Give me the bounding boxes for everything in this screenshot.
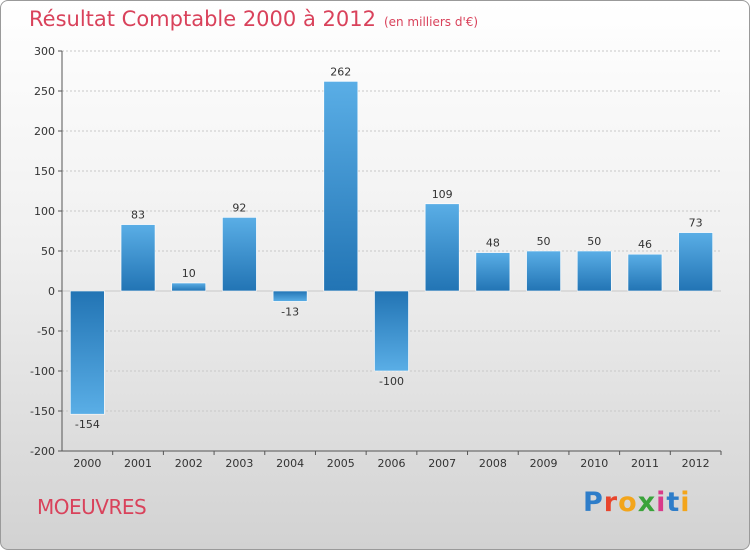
- value-label: 48: [486, 237, 500, 250]
- chart-title: Résultat Comptable 2000 à 2012 (en millie…: [29, 7, 478, 31]
- y-tick-label: 50: [41, 245, 55, 258]
- proxiti-logo: Proxiti: [583, 487, 691, 518]
- x-tick-label: 2008: [479, 457, 507, 470]
- bar: [526, 250, 561, 292]
- y-tick-label: -50: [37, 325, 55, 338]
- value-label: 109: [432, 188, 453, 201]
- bar: [120, 224, 156, 292]
- value-label: 46: [638, 238, 652, 251]
- axes: [61, 51, 721, 452]
- x-tick-label: 2012: [682, 457, 710, 470]
- x-tick-label: 2006: [378, 457, 406, 470]
- bar: [222, 217, 257, 292]
- value-labels: -154 83 10 92 -13 262 -100 109 48 50 50 46 73: [75, 65, 703, 431]
- value-label: -100: [379, 375, 404, 388]
- logo-letter: r: [603, 487, 619, 518]
- logo-letter: i: [656, 487, 667, 518]
- y-axis-ticks: 300 250 200 150 100 50 0 -50 -100 -150 -200: [30, 45, 62, 458]
- bar: [678, 232, 713, 292]
- value-label: -154: [75, 418, 100, 431]
- bar: [70, 290, 105, 415]
- bar: [424, 203, 460, 292]
- grid-lines: [62, 50, 721, 452]
- bar: [576, 250, 612, 292]
- y-tick-label: 0: [48, 285, 55, 298]
- chart-title-text: Résultat Comptable 2000 à 2012: [29, 7, 376, 31]
- y-tick-label: 300: [34, 45, 55, 58]
- x-tick-label: 2000: [73, 457, 101, 470]
- y-tick-label: 250: [34, 85, 55, 98]
- y-tick-label: 100: [34, 205, 55, 218]
- bar: [171, 282, 207, 292]
- value-label: 50: [587, 235, 601, 248]
- bar: [272, 290, 308, 302]
- y-tick-label: -150: [30, 405, 55, 418]
- x-tick-label: 2001: [124, 457, 152, 470]
- logo-letter: o: [618, 487, 638, 518]
- y-tick-label: 150: [34, 165, 55, 178]
- logo-letter: x: [637, 487, 657, 518]
- logo-letter: t: [666, 487, 681, 518]
- y-tick-label: 200: [34, 125, 55, 138]
- bar: [374, 290, 409, 372]
- y-tick-label: -200: [30, 445, 55, 458]
- logo-letter: P: [583, 487, 604, 518]
- x-tick-label: 2011: [631, 457, 659, 470]
- x-tick-label: 2003: [225, 457, 253, 470]
- x-tick-label: 2004: [276, 457, 304, 470]
- chart-subtitle: (en milliers d'€): [383, 15, 479, 29]
- commune-name: MOEUVRES: [37, 495, 147, 519]
- x-tick-label: 2005: [327, 457, 355, 470]
- value-label: 92: [232, 201, 246, 214]
- x-axis-ticks: 2000 2001 2002 2003 2004 2005 2006 2007 2008 2009…: [73, 451, 722, 470]
- value-label: 262: [330, 65, 351, 78]
- y-tick-label: -100: [30, 365, 55, 378]
- x-tick-label: 2007: [428, 457, 456, 470]
- bar: [323, 81, 359, 292]
- value-label: -13: [281, 305, 299, 318]
- value-label: 10: [182, 267, 196, 280]
- bars: [70, 81, 713, 415]
- logo-letter: i: [680, 487, 691, 518]
- value-label: 73: [689, 217, 703, 230]
- x-tick-label: 2010: [580, 457, 608, 470]
- value-label: 83: [131, 209, 145, 222]
- x-tick-label: 2002: [175, 457, 203, 470]
- value-label: 50: [537, 235, 551, 248]
- bar: [475, 252, 511, 292]
- x-tick-label: 2009: [530, 457, 558, 470]
- bar: [627, 253, 663, 292]
